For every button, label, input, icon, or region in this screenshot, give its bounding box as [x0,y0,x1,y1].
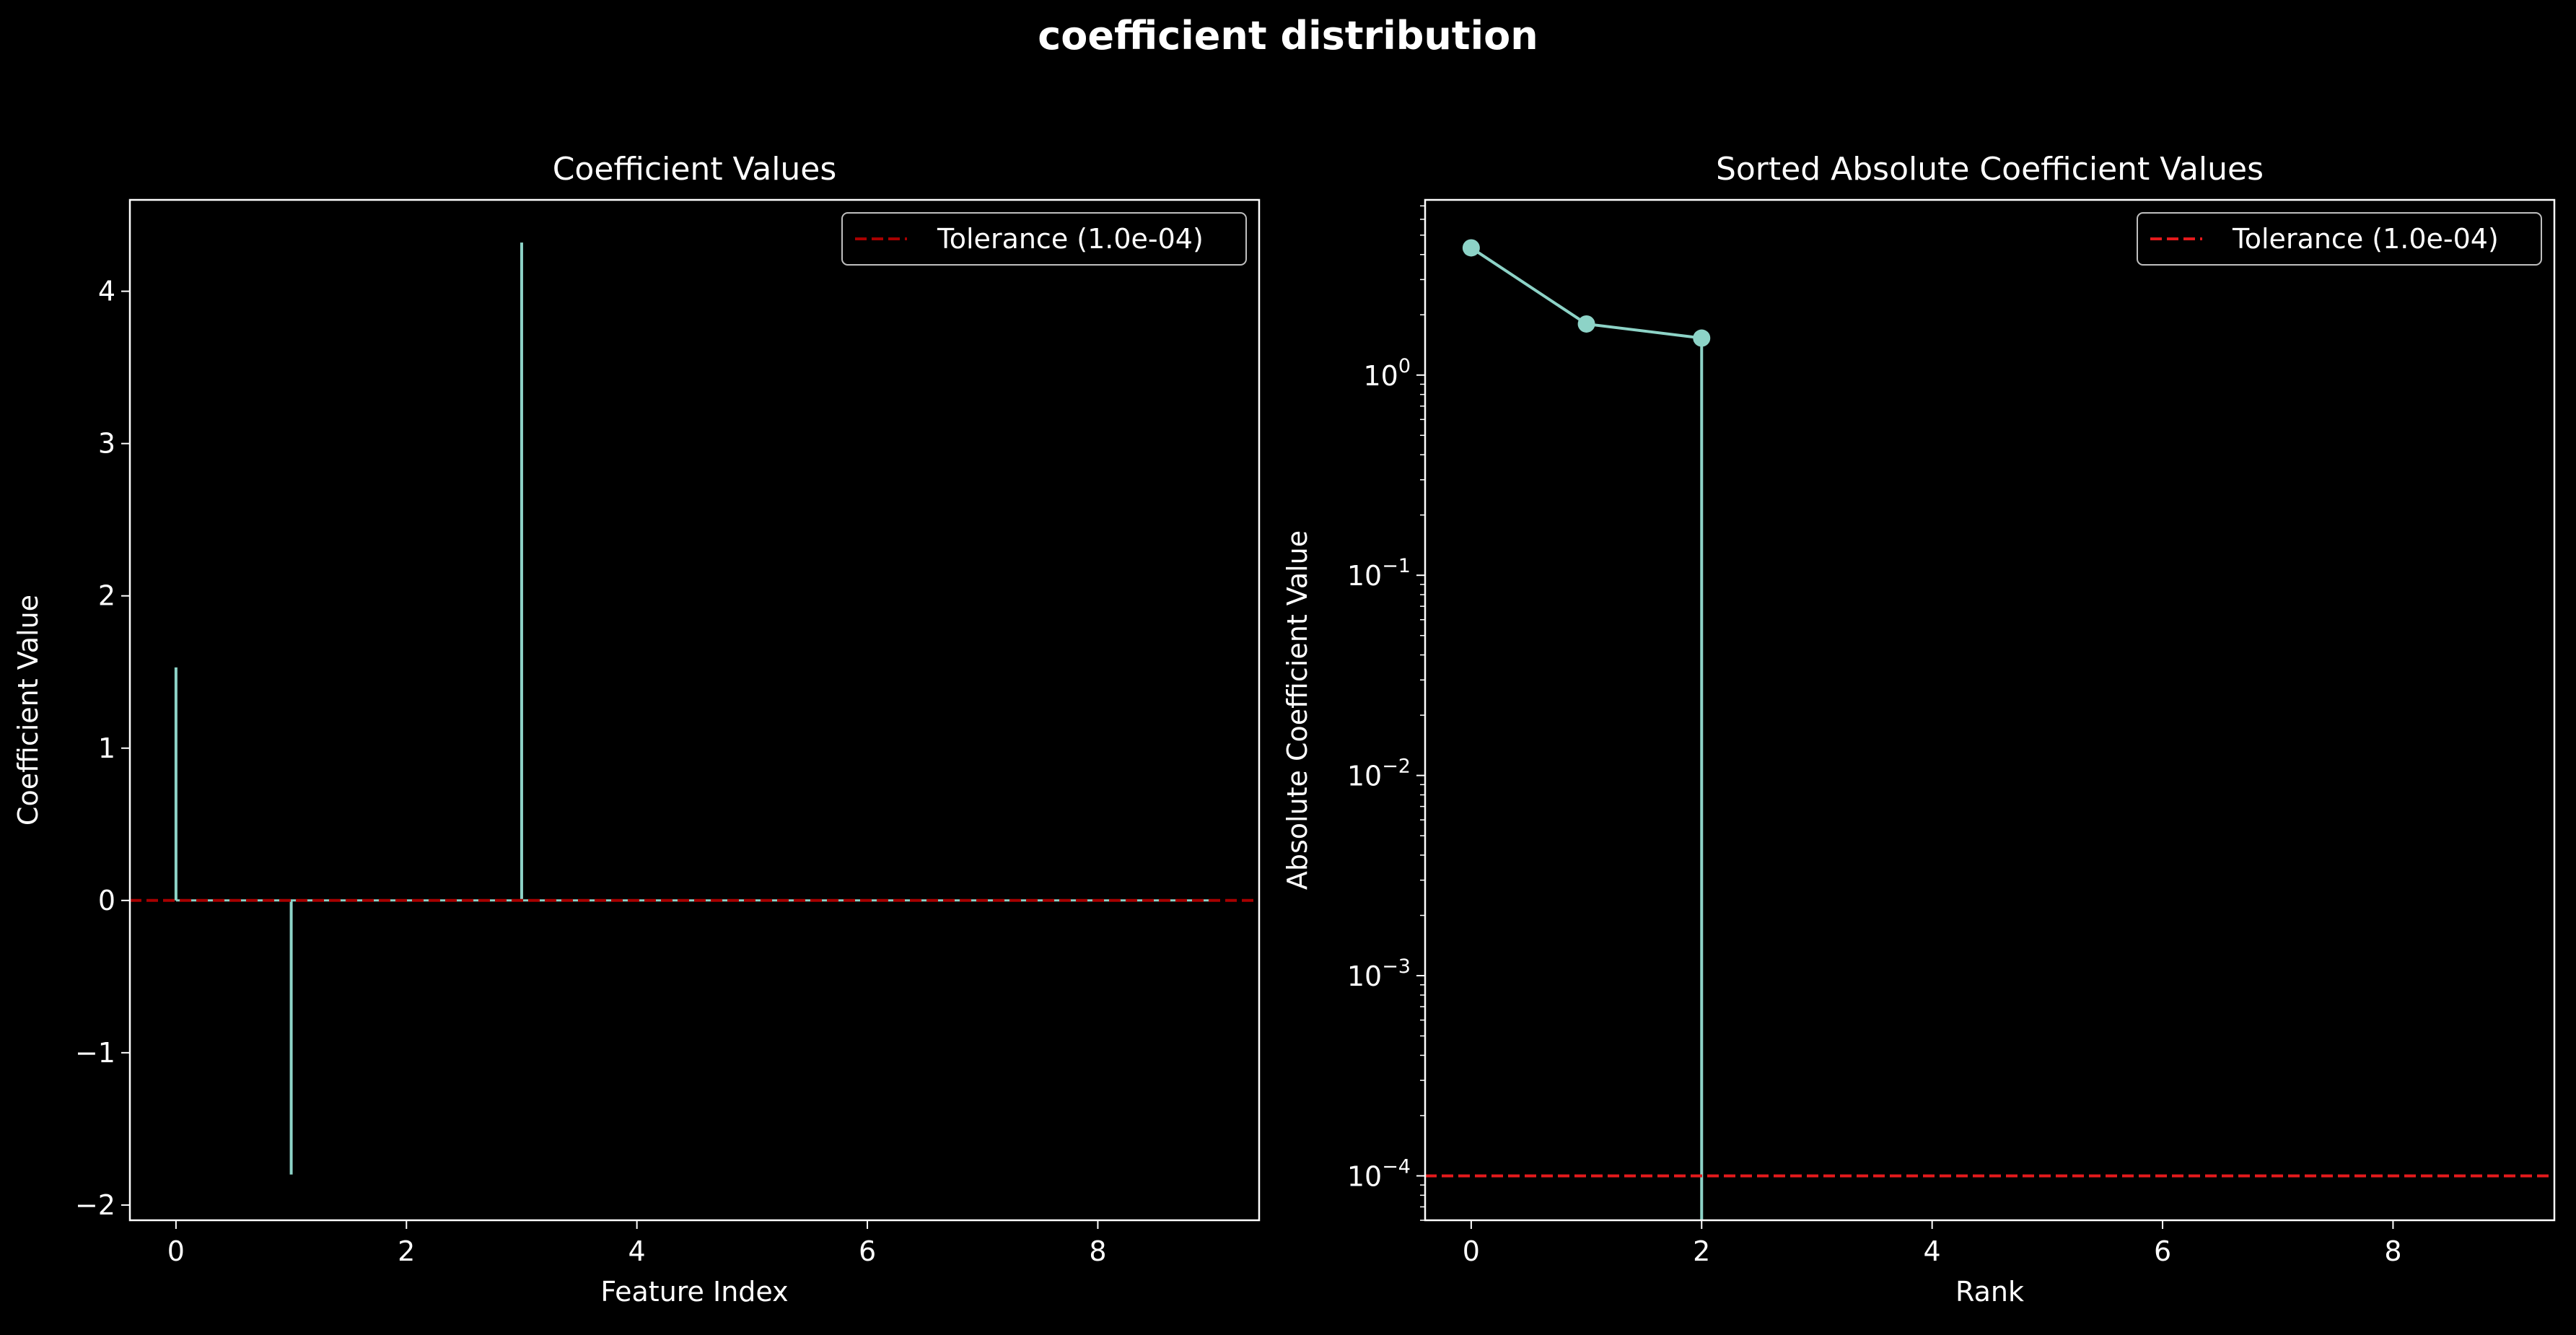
axes-frame [1424,198,2556,1222]
sorted-value-point-2 [1693,329,1711,347]
plot-area [1425,200,2554,1220]
x-tick-label: 2 [398,1235,415,1267]
legend-box [2137,212,2542,266]
y-tick-label-exponent: −3 [1382,955,1411,978]
y-tick-label-base: 10 [1347,1160,1382,1192]
right-chart-sorted-absolute-values: Sorted Absolute Coefficient Values 0 2 4 6 8 1… [1282,151,2556,1308]
y-tick-label: −1 [75,1037,115,1069]
y-tick-label: 10−2 [1347,756,1411,792]
y-tick-label-base: 10 [1347,960,1382,992]
x-tick-label: 4 [628,1235,646,1267]
y-tick-label-base: 10 [1363,360,1398,392]
x-axis-label: Rank [1955,1276,2024,1308]
x-tick-label: 8 [1089,1235,1106,1267]
plot-area [130,200,1259,1220]
y-tick-label: 1 [98,732,115,764]
x-tick-label: 6 [2154,1235,2171,1267]
y-tick-label-base: 10 [1347,560,1382,592]
y-tick-label: 4 [98,276,115,307]
y-axis-label: Absolute Coefficient Value [1282,530,1313,890]
chart-title: Coefficient Values [553,151,837,188]
y-tick-label: 2 [98,580,115,612]
y-tick-label: 3 [98,428,115,460]
plot-content [130,242,1259,1175]
plot-content [1425,239,2554,1220]
y-tick-label-exponent: 0 [1398,355,1411,377]
left-chart-coefficient-values: Coefficient Values 0 2 4 6 8 −2 −1 0 1 2 3 4 Feature … [12,151,1261,1308]
x-tick-label: 0 [1463,1235,1480,1267]
y-tick-label: 0 [98,885,115,916]
y-tick-label-exponent: −1 [1382,555,1411,577]
y-tick-label-exponent: −4 [1382,1155,1411,1178]
axes-frame [128,198,1261,1222]
x-tick-label: 4 [1924,1235,1941,1267]
legend-box [841,212,1247,266]
x-tick-label: 8 [2384,1235,2401,1267]
y-tick-label: 10−3 [1347,955,1411,992]
y-tick-label-base: 10 [1347,761,1382,792]
x-tick-label: 2 [1693,1235,1710,1267]
y-axis-label: Coefficient Value [12,595,44,826]
sorted-value-point-1 [1577,315,1595,333]
y-tick-label: 10−4 [1347,1155,1411,1192]
y-tick-label: −2 [75,1189,115,1221]
y-tick-label-exponent: −2 [1382,756,1411,778]
y-tick-label: 10−1 [1347,555,1411,592]
y-tick-label: 100 [1363,355,1411,392]
x-tick-label: 0 [167,1235,185,1267]
x-axis-label: Feature Index [600,1276,788,1308]
legend-label: Tolerance (1.0e-04) [937,223,1204,255]
figure-title: coefficient distribution [1038,13,1538,58]
sorted-value-point-0 [1462,239,1480,257]
legend-label: Tolerance (1.0e-04) [2232,223,2499,255]
x-tick-label: 6 [859,1235,876,1267]
chart-title: Sorted Absolute Coefficient Values [1716,151,2264,188]
